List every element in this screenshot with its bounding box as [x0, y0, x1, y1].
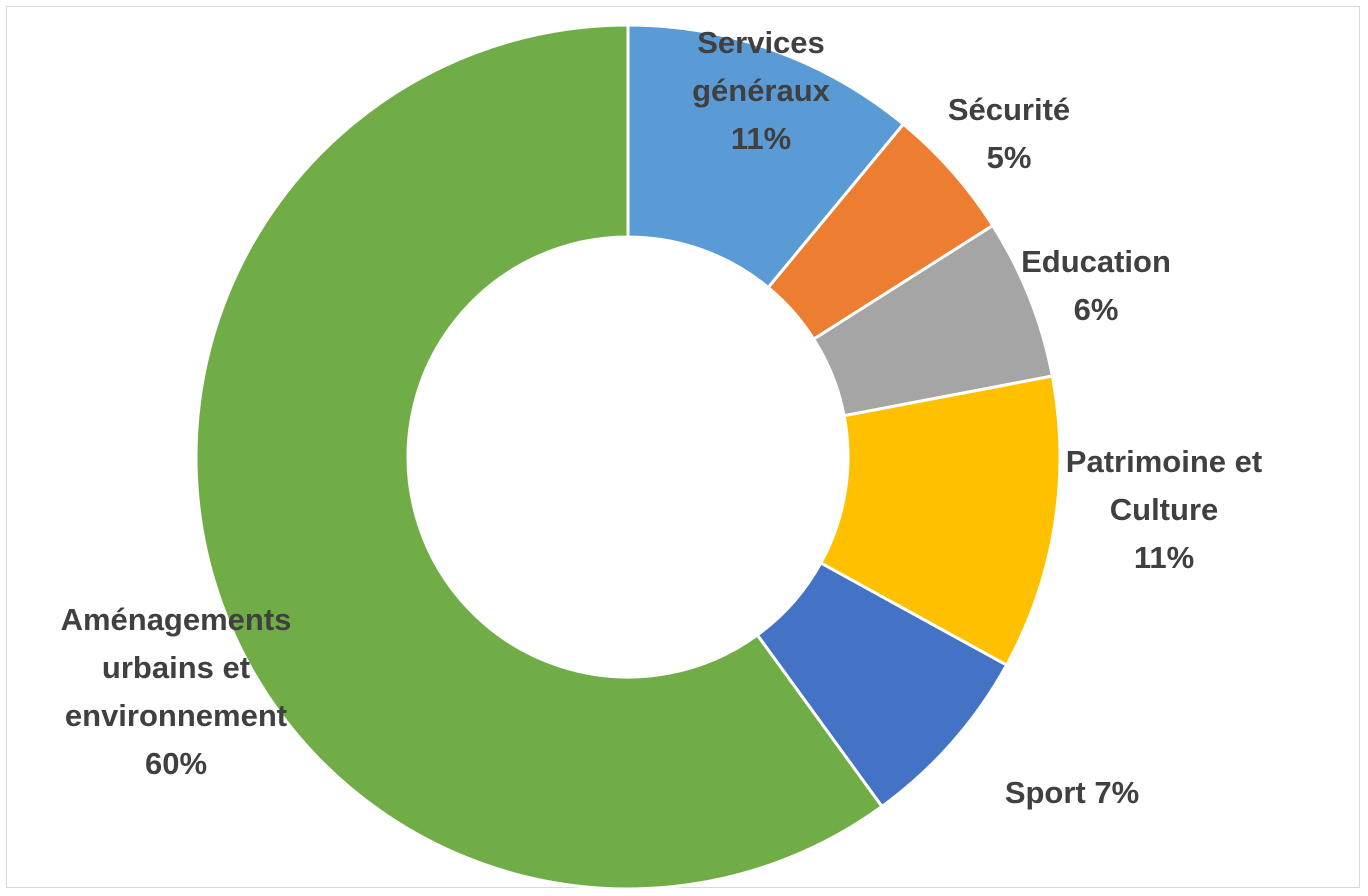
data-label: Sport 7%: [942, 769, 1202, 817]
category-name: Aménagements urbains et environnement: [60, 602, 292, 733]
value-label: 60%: [144, 746, 208, 781]
data-label: Patrimoine et Culture 11%: [1039, 438, 1289, 582]
category-name: Sécurité: [947, 92, 1071, 127]
data-label: Aménagements urbains et environnement 60…: [26, 596, 326, 788]
category-name: Education: [1021, 244, 1171, 279]
chart-frame: [6, 6, 1360, 888]
donut-slice: [626, 23, 906, 290]
value-label: 7%: [1094, 775, 1140, 810]
donut-slice: [194, 23, 885, 891]
value-label: 5%: [986, 140, 1032, 175]
value-label: 11%: [730, 121, 792, 156]
donut-slice: [818, 374, 1062, 668]
data-label: Education 6%: [1001, 238, 1191, 334]
data-label: Sécurité 5%: [924, 86, 1094, 182]
value-label: 6%: [1073, 292, 1119, 327]
category-name: Services généraux: [692, 25, 830, 108]
value-label: 11%: [1133, 540, 1195, 575]
category-name: Patrimoine et Culture: [1065, 444, 1263, 527]
category-name: Sport: [1004, 775, 1086, 810]
data-label: Services généraux 11%: [656, 19, 866, 163]
